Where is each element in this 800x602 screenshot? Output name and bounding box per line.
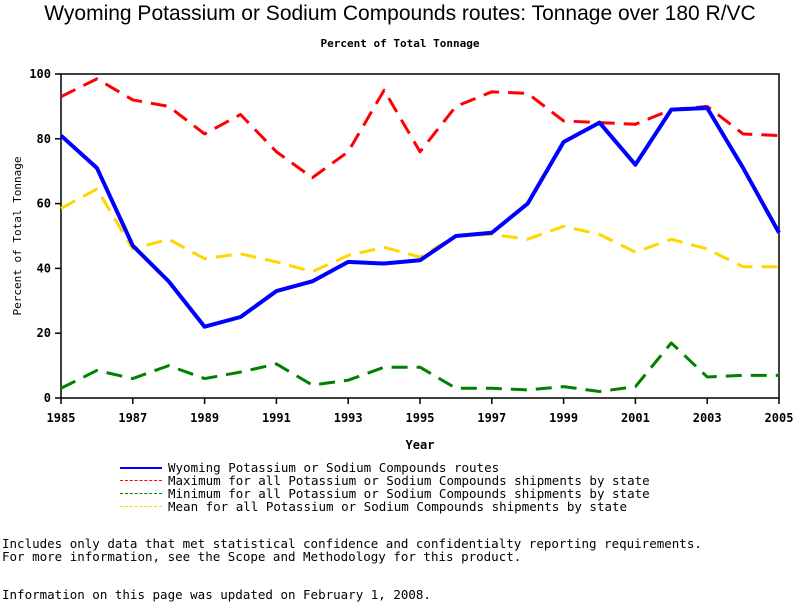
legend-swatch <box>120 467 162 469</box>
legend-item: Mean for all Potassium or Sodium Compoun… <box>120 500 650 513</box>
plot-frame <box>61 74 779 398</box>
y-tick-label: 80 <box>37 132 51 146</box>
x-tick-label: 1997 <box>477 411 506 425</box>
series-line-0 <box>61 108 779 327</box>
x-tick-label: 1985 <box>47 411 76 425</box>
x-tick-label: 1991 <box>262 411 291 425</box>
legend-swatch <box>120 480 162 481</box>
x-tick-label: 1999 <box>549 411 578 425</box>
x-tick-label: 2001 <box>621 411 650 425</box>
series-line-1 <box>61 79 779 178</box>
legend: Wyoming Potassium or Sodium Compounds ro… <box>120 461 650 513</box>
legend-label: Mean for all Potassium or Sodium Compoun… <box>168 499 627 514</box>
footer-note-2: For more information, see the Scope and … <box>2 549 521 564</box>
y-tick-label: 40 <box>37 261 51 275</box>
x-tick-label: 1989 <box>190 411 219 425</box>
legend-swatch <box>120 506 162 507</box>
y-tick-label: 0 <box>44 391 51 405</box>
y-tick-label: 20 <box>37 326 51 340</box>
y-tick-label: 60 <box>37 197 51 211</box>
y-tick-label: 100 <box>29 67 51 81</box>
x-tick-label: 2003 <box>693 411 722 425</box>
x-tick-label: 1987 <box>118 411 147 425</box>
legend-swatch <box>120 493 162 494</box>
x-tick-label: 1995 <box>406 411 435 425</box>
x-axis-label: Year <box>406 438 435 452</box>
y-axis-label: Percent of Total Tonnage <box>11 157 24 316</box>
x-tick-label: 2005 <box>765 411 794 425</box>
x-tick-label: 1993 <box>334 411 363 425</box>
